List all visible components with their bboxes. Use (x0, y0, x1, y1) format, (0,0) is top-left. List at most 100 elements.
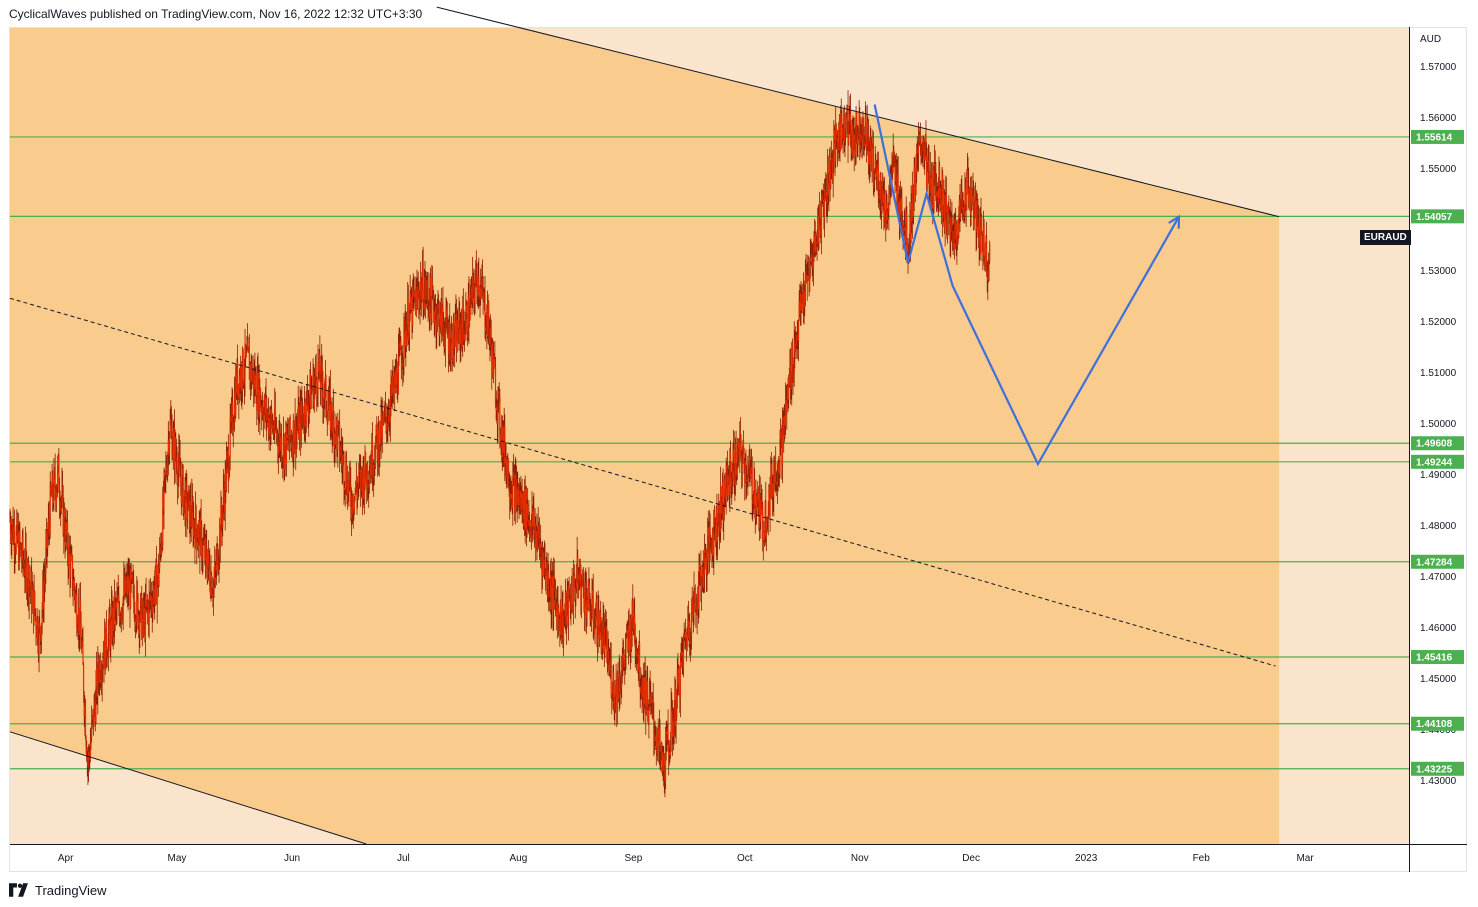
candle-body-1148 (719, 529, 721, 531)
candle-body-1021 (640, 687, 643, 695)
candle-body-90 (65, 522, 67, 546)
candle-body-1331 (832, 166, 834, 181)
candle-body-855 (538, 525, 540, 535)
candle-body-659 (416, 286, 419, 294)
candle-body-119 (82, 664, 85, 697)
candle-body-164 (110, 604, 113, 616)
candle-body-1019 (639, 686, 641, 693)
candle-body-1030 (646, 680, 648, 708)
chart-frame[interactable] (9, 27, 1467, 872)
candle-body-755 (476, 274, 478, 291)
candle-body-1374 (859, 111, 861, 150)
candle-body-696 (439, 306, 442, 327)
candle-body-361 (232, 428, 234, 431)
candle-body-1388 (867, 133, 870, 166)
candle-body-1125 (705, 548, 707, 551)
candle-body-1129 (707, 527, 709, 537)
candle-body-870 (547, 571, 549, 584)
candle-body-977 (613, 699, 615, 711)
candle-body-902 (567, 590, 569, 623)
candle-body-0 (9, 520, 11, 521)
footer[interactable]: TradingView (9, 880, 107, 900)
candle-body-356 (229, 416, 231, 458)
candle-body-1076 (674, 688, 677, 727)
candle-body-1494 (933, 166, 935, 209)
candle-body-758 (478, 275, 480, 298)
candle-body-1115 (699, 563, 701, 573)
candle-body-957 (601, 637, 603, 653)
candle-body-438 (280, 437, 282, 451)
candle-body-568 (360, 468, 362, 491)
candle-body-444 (284, 444, 286, 470)
candle-body-997 (626, 634, 628, 635)
candle-body-1237 (774, 461, 776, 483)
candle-body-1004 (630, 618, 632, 650)
footer-brand: TradingView (35, 882, 107, 898)
candle-body-860 (541, 554, 543, 576)
candle-body-1363 (852, 124, 854, 131)
candle-body-1157 (724, 495, 727, 498)
candle-body-743 (468, 317, 471, 326)
candle-body-718 (453, 318, 455, 348)
candle-body-692 (437, 303, 439, 306)
candle-body-909 (571, 586, 573, 608)
candle-body-519 (330, 403, 332, 431)
candle-body-190 (126, 577, 129, 596)
candle-body-1302 (814, 233, 816, 252)
candle-body-925 (581, 580, 583, 585)
candle-body-801 (504, 457, 507, 465)
candle-body-742 (468, 295, 470, 326)
candle-body-1575 (983, 226, 985, 266)
candle-body-698 (441, 300, 443, 338)
candle-body-1235 (773, 472, 775, 498)
candle-body-134 (92, 710, 94, 717)
candle-body-1222 (765, 501, 767, 537)
candle-body-1176 (736, 451, 738, 470)
candle-body-1038 (651, 696, 653, 702)
candle-body-591 (374, 444, 377, 468)
candle-body-318 (206, 546, 208, 568)
candle-body-819 (515, 478, 518, 505)
candle-body-1072 (672, 721, 674, 738)
candle-body-1341 (838, 126, 840, 148)
candle-body-1471 (919, 133, 921, 142)
candle-body-551 (350, 484, 352, 507)
candle-body-307 (199, 521, 201, 556)
price-tag-3: 1.49244 (1416, 457, 1453, 468)
candle-body-1284 (803, 292, 805, 308)
candle-body-982 (616, 673, 618, 709)
candle-body-1510 (943, 194, 945, 216)
candle-body-301 (195, 507, 197, 530)
candle-body-271 (177, 478, 179, 487)
candle-body-890 (559, 600, 562, 635)
candle-body-533 (339, 424, 341, 458)
candle-body-179 (120, 616, 122, 619)
candle-body-807 (508, 486, 510, 492)
candle-body-1437 (898, 202, 900, 212)
candle-body-822 (517, 485, 519, 505)
candle-body-434 (277, 445, 280, 455)
candle-body-1268 (793, 339, 795, 374)
currency-label: AUD (1420, 34, 1442, 45)
candle-body-1092 (684, 630, 686, 638)
candle-body-1073 (673, 721, 675, 737)
candle-body-915 (575, 587, 577, 600)
candle-body-928 (583, 588, 585, 609)
candle-body-1396 (872, 141, 874, 188)
candle-body-95 (68, 543, 70, 569)
candle-body-695 (439, 326, 441, 337)
candle-body-1107 (694, 589, 696, 598)
candle-body-836 (526, 503, 528, 533)
candle-body-1298 (812, 263, 814, 268)
candle-body-1292 (808, 275, 810, 292)
candle-body-664 (420, 281, 422, 293)
candle-body-235 (154, 565, 156, 590)
candle-body-1357 (848, 121, 850, 125)
candle-body-420 (269, 417, 271, 437)
candle-body-258 (168, 434, 171, 455)
candle-body-357 (230, 416, 232, 423)
candle-body-117 (81, 641, 83, 645)
candle-body-1045 (655, 736, 657, 748)
candle-body-217 (143, 608, 145, 622)
